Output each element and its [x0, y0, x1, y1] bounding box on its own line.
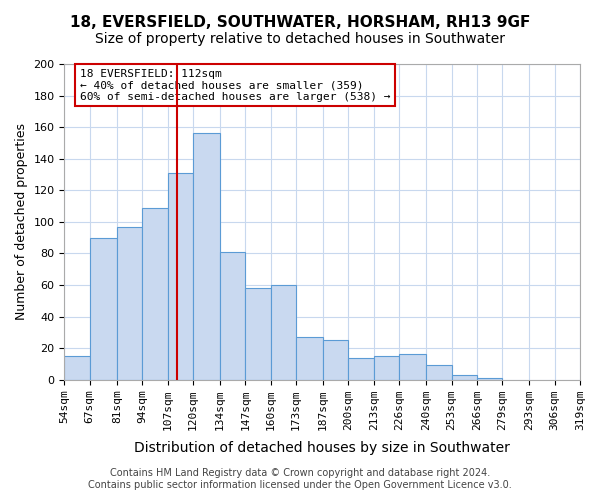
- Bar: [167, 173, 193, 380]
- Bar: [89, 238, 117, 380]
- Bar: [399, 354, 426, 380]
- Bar: [452, 375, 477, 380]
- Bar: [374, 356, 399, 380]
- Bar: [296, 337, 323, 380]
- Bar: [142, 208, 167, 380]
- Bar: [193, 134, 220, 380]
- Bar: [426, 366, 452, 380]
- Bar: [349, 358, 374, 380]
- Bar: [220, 252, 245, 380]
- Bar: [323, 340, 349, 380]
- Text: 18 EVERSFIELD: 112sqm
← 40% of detached houses are smaller (359)
60% of semi-det: 18 EVERSFIELD: 112sqm ← 40% of detached …: [80, 68, 391, 102]
- Y-axis label: Number of detached properties: Number of detached properties: [15, 124, 28, 320]
- X-axis label: Distribution of detached houses by size in Southwater: Distribution of detached houses by size …: [134, 441, 510, 455]
- Bar: [117, 226, 142, 380]
- Bar: [64, 356, 89, 380]
- Text: Contains HM Land Registry data © Crown copyright and database right 2024.
Contai: Contains HM Land Registry data © Crown c…: [88, 468, 512, 490]
- Bar: [477, 378, 502, 380]
- Text: Size of property relative to detached houses in Southwater: Size of property relative to detached ho…: [95, 32, 505, 46]
- Bar: [245, 288, 271, 380]
- Text: 18, EVERSFIELD, SOUTHWATER, HORSHAM, RH13 9GF: 18, EVERSFIELD, SOUTHWATER, HORSHAM, RH1…: [70, 15, 530, 30]
- Bar: [271, 285, 296, 380]
